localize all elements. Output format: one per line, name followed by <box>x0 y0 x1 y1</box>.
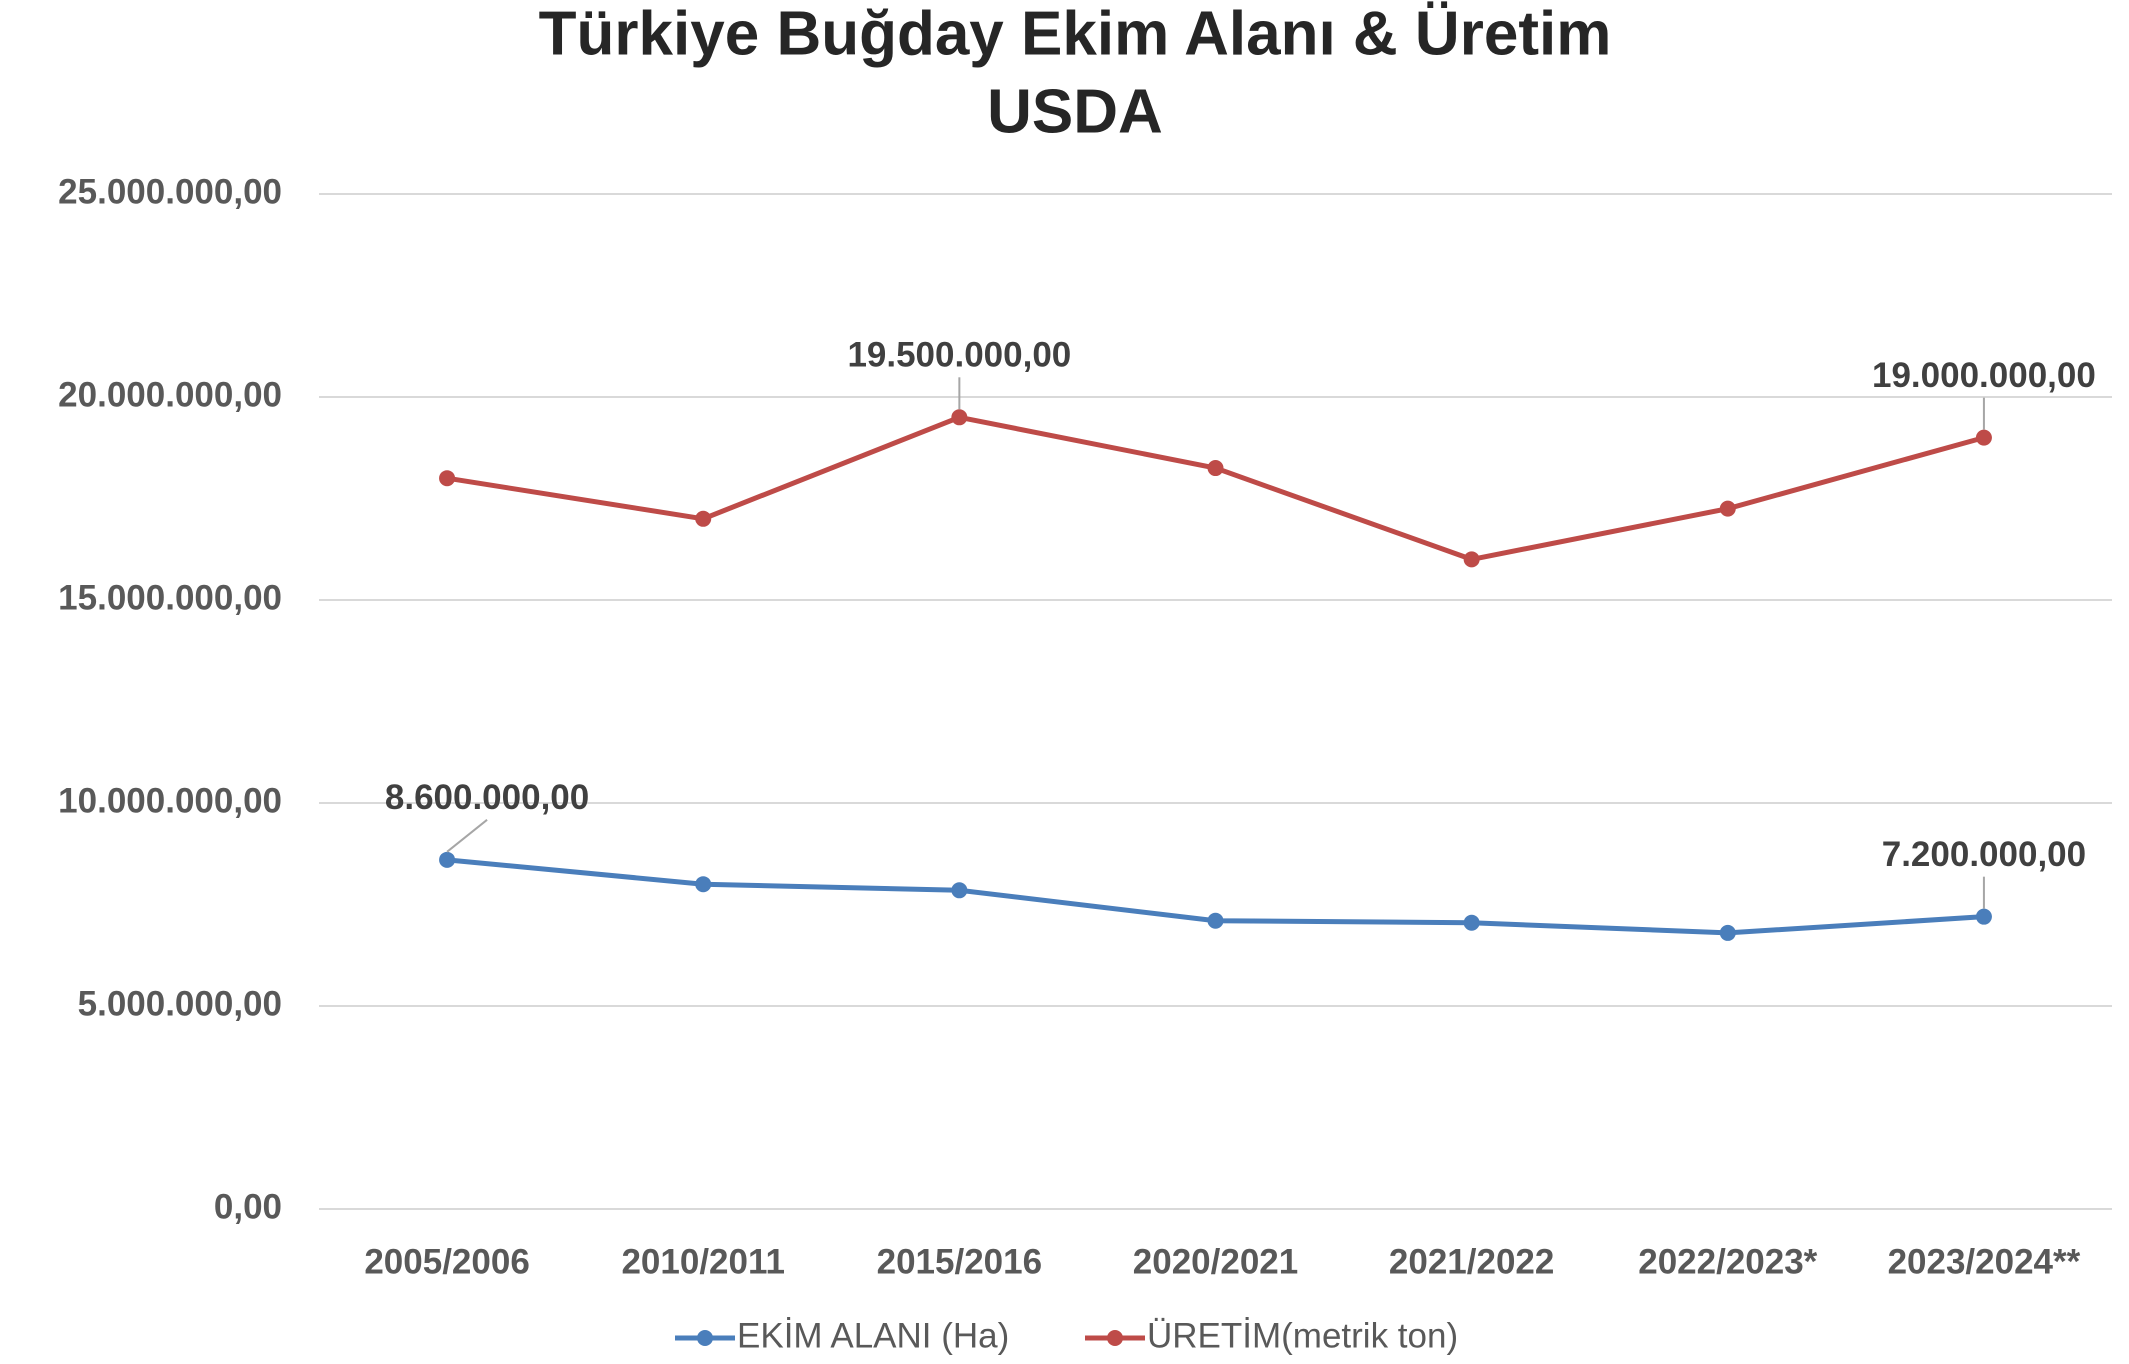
x-tick-label: 2020/2021 <box>1133 1242 1298 1281</box>
chart-title: Türkiye Buğday Ekim Alanı & Üretim <box>539 0 1612 68</box>
point <box>439 851 456 868</box>
y-tick-label: 20.000.000,00 <box>58 375 282 414</box>
point <box>695 876 712 893</box>
y-tick-label: 0,00 <box>214 1187 282 1226</box>
legend-marker <box>697 1330 713 1346</box>
legend-marker <box>1107 1330 1123 1346</box>
leader-line <box>446 819 488 853</box>
data-label: 8.600.000,00 <box>385 778 589 817</box>
x-tick-label: 2023/2024** <box>1888 1242 2081 1281</box>
x-tick-label: 2015/2016 <box>877 1242 1042 1281</box>
data-label: 7.200.000,00 <box>1882 835 2086 874</box>
point <box>695 510 712 527</box>
x-tick-label: 2022/2023* <box>1638 1242 1817 1281</box>
point <box>1207 912 1224 929</box>
legend-label: ÜRETİM(metrik ton) <box>1147 1316 1458 1355</box>
x-tick-label: 2021/2022 <box>1389 1242 1554 1281</box>
y-tick-label: 5.000.000,00 <box>78 984 282 1023</box>
point <box>1719 924 1736 941</box>
legend-label: EKİM ALANI (Ha) <box>737 1316 1009 1355</box>
point <box>1975 429 1992 446</box>
x-tick-label: 2010/2011 <box>621 1242 785 1281</box>
data-label: 19.000.000,00 <box>1872 356 2096 395</box>
point <box>1463 914 1480 931</box>
point <box>951 409 968 426</box>
series-line <box>446 414 1985 562</box>
data-label: 19.500.000,00 <box>847 336 1071 375</box>
x-tick-label: 2005/2006 <box>364 1242 529 1281</box>
point <box>1975 908 1992 925</box>
point <box>1719 500 1736 517</box>
y-tick-label: 15.000.000,00 <box>58 578 282 617</box>
point <box>1207 460 1224 477</box>
y-tick-label: 25.000.000,00 <box>58 172 282 211</box>
y-tick-label: 10.000.000,00 <box>58 781 282 820</box>
chart-subtitle: USDA <box>987 77 1163 146</box>
point <box>439 470 456 487</box>
point <box>1463 551 1480 568</box>
point <box>951 882 968 899</box>
